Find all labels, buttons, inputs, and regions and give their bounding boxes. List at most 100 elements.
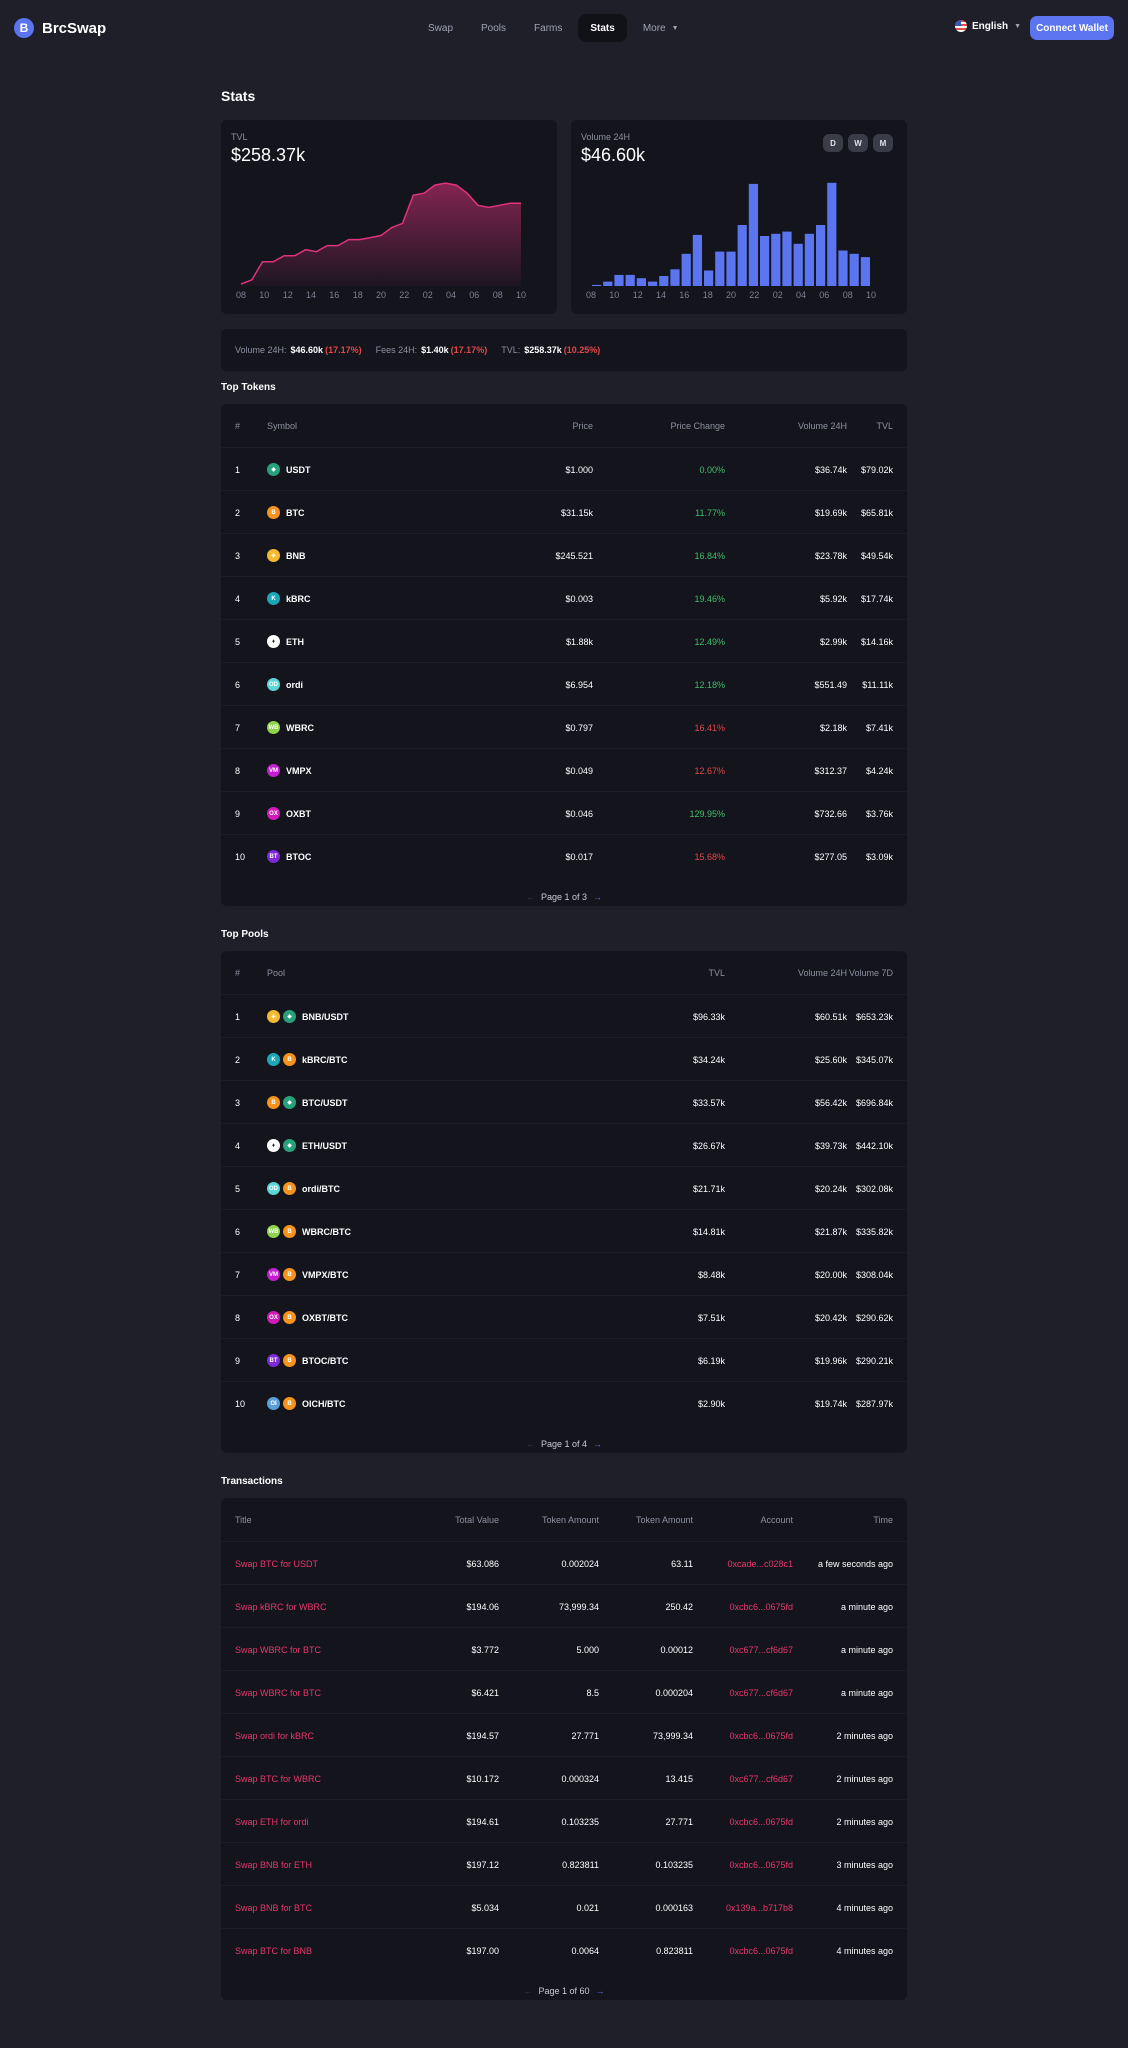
token-row[interactable]: 2 B BTC $31.15k 11.77% $19.69k $65.81k <box>221 490 907 533</box>
pool-rank: 1 <box>235 1011 241 1022</box>
page-indicator: Page 1 of 3 <box>540 892 588 902</box>
tx-title-link[interactable]: Swap BTC for USDT <box>235 1558 319 1569</box>
brand-logo[interactable]: B BrcSwap <box>14 18 106 38</box>
pool-pair-cell: OI B OICH/BTC <box>267 1382 517 1425</box>
pool-row[interactable]: 9 BT B BTOC/BTC $6.19k $19.96k $290.21k <box>221 1338 907 1381</box>
token-symbol: BTC <box>286 507 305 518</box>
overview-cards: TVL $258.37k 08 10 12 14 16 18 20 22 02 04 06 08 10 … <box>221 120 907 314</box>
tx-account-link[interactable]: 0xcbc6...0675fd <box>729 1816 793 1827</box>
column-header: Price <box>572 420 593 431</box>
nav-more[interactable]: More ▼ <box>631 14 691 42</box>
tx-account-link[interactable]: 0xc677...cf6d67 <box>729 1773 793 1784</box>
token-symbol-cell: ◈ BNB <box>267 534 417 577</box>
language-selector[interactable]: English ▼ <box>955 20 1021 32</box>
page-title: Stats <box>221 88 256 104</box>
vmpx-icon: VM <box>267 764 280 777</box>
token-row[interactable]: 8 VM VMPX $0.049 12.67% $312.37 $4.24k <box>221 748 907 791</box>
pool-row[interactable]: 7 VM B VMPX/BTC $8.48k $20.00k $308.04k <box>221 1252 907 1295</box>
tx-account-link[interactable]: 0xcade...c028c1 <box>727 1558 793 1569</box>
token-row[interactable]: 6 OD ordi $6.954 12.18% $551.49 $11.11k <box>221 662 907 705</box>
pool-row[interactable]: 6 WB B WBRC/BTC $14.81k $21.87k $335.82k <box>221 1209 907 1252</box>
token-row[interactable]: 10 BT BTOC $0.017 15.68% $277.05 $3.09k <box>221 834 907 877</box>
arrow-right-icon[interactable]: → <box>593 1439 603 1449</box>
pagination: ← Page 1 of 4 → <box>221 1424 907 1464</box>
pool-pair: ordi/BTC <box>302 1183 340 1194</box>
token-row[interactable]: 5 ♦ ETH $1.88k 12.49% $2.99k $14.16k <box>221 619 907 662</box>
tx-title-link[interactable]: Swap WBRC for BTC <box>235 1687 322 1698</box>
pool-rank: 6 <box>235 1226 241 1237</box>
volume-bar <box>681 253 691 286</box>
connect-wallet-button[interactable]: Connect Wallet <box>1030 16 1114 40</box>
tx-account-link[interactable]: 0xcbc6...0675fd <box>729 1945 793 1956</box>
tx-account-link[interactable]: 0x139a...b717b8 <box>725 1902 793 1913</box>
pool-tvl: $8.48k <box>697 1269 725 1280</box>
btoc-icon: BT <box>267 850 280 863</box>
pool-pair-cell: B ◆ BTC/USDT <box>267 1081 517 1124</box>
pool-volume-24h: $25.60k <box>814 1054 847 1065</box>
vmpx-icon: VM <box>267 1268 280 1281</box>
token-row[interactable]: 1 ◆ USDT $1.000 0.00% $36.74k $79.02k <box>221 447 907 490</box>
token-price-change: 16.41% <box>694 722 725 733</box>
token-volume: $19.69k <box>814 507 847 518</box>
tx-account-link[interactable]: 0xcbc6...0675fd <box>729 1601 793 1612</box>
pool-pair-cell: ♦ ◆ ETH/USDT <box>267 1124 517 1167</box>
tx-title-link[interactable]: Swap kBRC for WBRC <box>235 1601 327 1612</box>
pool-tvl: $33.57k <box>692 1097 725 1108</box>
volume-bar <box>715 251 725 286</box>
pool-pair-cell: OX B OXBT/BTC <box>267 1296 517 1339</box>
tx-token-amount-1: 0.103235 <box>561 1816 599 1827</box>
tx-account-link[interactable]: 0xc677...cf6d67 <box>729 1644 793 1655</box>
tx-account-link[interactable]: 0xcbc6...0675fd <box>729 1730 793 1741</box>
tx-title-link[interactable]: Swap WBRC for BTC <box>235 1644 322 1655</box>
nav-farms[interactable]: Farms <box>534 22 563 34</box>
pool-row[interactable]: 3 B ◆ BTC/USDT $33.57k $56.42k $696.84k <box>221 1080 907 1123</box>
pool-tvl: $6.19k <box>697 1355 725 1366</box>
volume-x-label: 20 <box>726 290 736 300</box>
pool-pair: BTC/USDT <box>302 1097 348 1108</box>
token-row[interactable]: 9 OX OXBT $0.046 129.95% $732.66 $3.76k <box>221 791 907 834</box>
nav-stats[interactable]: Stats <box>578 14 627 42</box>
volume-x-label: 06 <box>819 290 829 300</box>
volume-bar <box>860 257 870 286</box>
bnb-icon: ◈ <box>267 549 280 562</box>
tx-title-link[interactable]: Swap BNB for ETH <box>235 1859 313 1870</box>
nav-swap[interactable]: Swap <box>428 22 454 34</box>
tx-title-link[interactable]: Swap ETH for ordi <box>235 1816 309 1827</box>
pool-pair: VMPX/BTC <box>302 1269 349 1280</box>
tx-account-link[interactable]: 0xcbc6...0675fd <box>729 1859 793 1870</box>
summary-fees-change: (17.17%) <box>450 345 488 355</box>
tx-title-link[interactable]: Swap BTC for BNB <box>235 1945 313 1956</box>
tx-total-value: $63.086 <box>466 1558 499 1569</box>
token-volume: $23.78k <box>814 550 847 561</box>
range-month-button[interactable]: M <box>873 134 893 152</box>
range-day-button[interactable]: D <box>823 134 843 152</box>
tx-title-link[interactable]: Swap BNB for BTC <box>235 1902 313 1913</box>
pool-row[interactable]: 10 OI B OICH/BTC $2.90k $19.74k $287.97k <box>221 1381 907 1424</box>
token-row[interactable]: 3 ◈ BNB $245.521 16.84% $23.78k $49.54k <box>221 533 907 576</box>
pool-pair: WBRC/BTC <box>302 1226 351 1237</box>
arrow-right-icon[interactable]: → <box>593 892 603 902</box>
volume-bar <box>760 236 770 286</box>
arrow-left-icon[interactable]: ← <box>525 1439 535 1449</box>
btc-icon: B <box>267 1096 280 1109</box>
arrow-right-icon[interactable]: → <box>595 1986 605 1996</box>
tx-title-link[interactable]: Swap ordi for kBRC <box>235 1730 315 1741</box>
tx-title-link[interactable]: Swap BTC for WBRC <box>235 1773 322 1784</box>
token-row[interactable]: 7 WB WBRC $0.797 16.41% $2.18k $7.41k <box>221 705 907 748</box>
column-header: Price Change <box>670 420 725 431</box>
arrow-left-icon[interactable]: ← <box>525 892 535 902</box>
token-price-change: 12.67% <box>694 765 725 776</box>
pool-row[interactable]: 8 OX B OXBT/BTC $7.51k $20.42k $290.62k <box>221 1295 907 1338</box>
range-week-button[interactable]: W <box>848 134 868 152</box>
nav-pools[interactable]: Pools <box>481 22 507 34</box>
tx-account-link[interactable]: 0xc677...cf6d67 <box>729 1687 793 1698</box>
tvl-x-label: 18 <box>353 290 363 300</box>
pool-row[interactable]: 1 ◈ ◆ BNB/USDT $96.33k $60.51k $653.23k <box>221 994 907 1037</box>
arrow-left-icon[interactable]: ← <box>523 1986 533 1996</box>
pool-row[interactable]: 4 ♦ ◆ ETH/USDT $26.67k $39.73k $442.10k <box>221 1123 907 1166</box>
tvl-x-label: 02 <box>423 290 433 300</box>
